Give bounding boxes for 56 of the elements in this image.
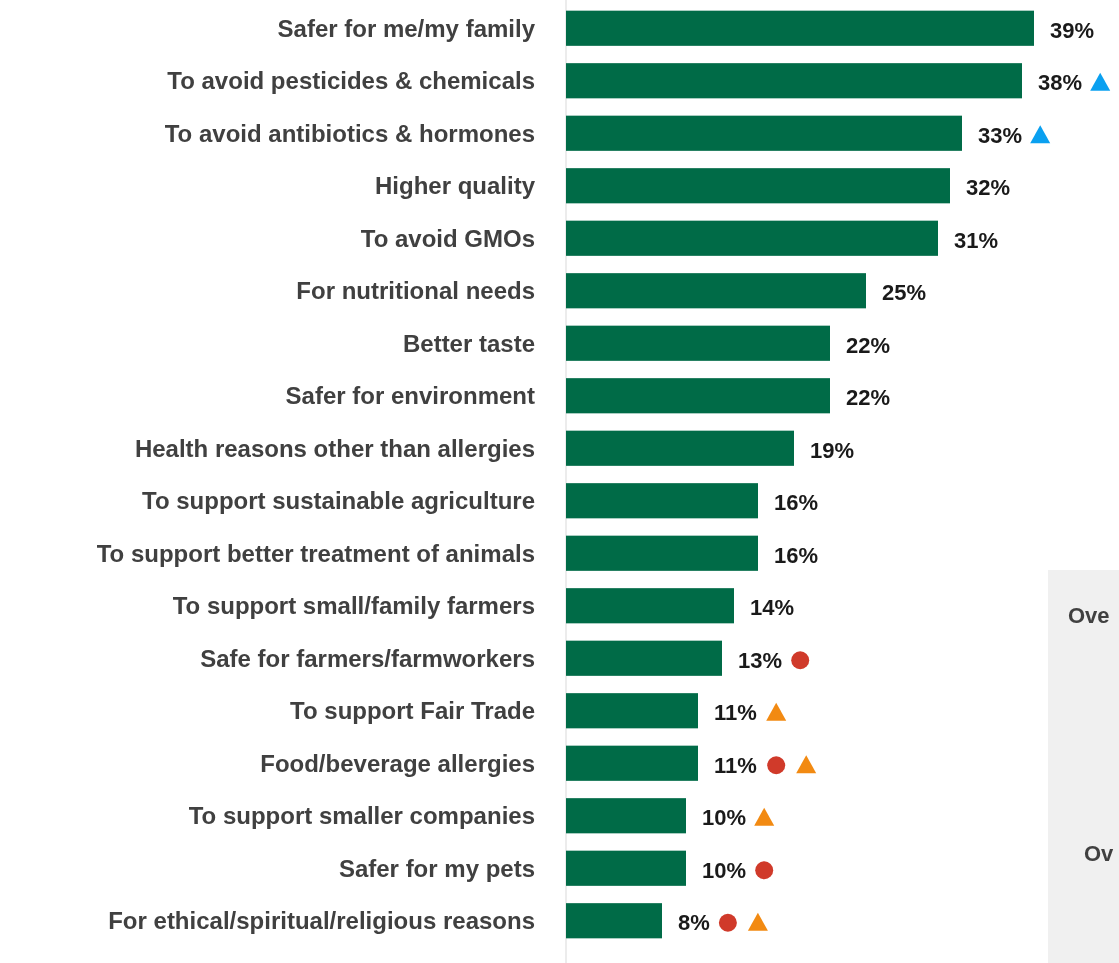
bar [566,640,722,676]
y-tick-label: Safe for farmers/farmworkers [200,644,535,672]
data-label: 14% [750,595,795,621]
data-label: 38% [1038,70,1083,96]
bar [566,798,686,834]
bar [566,325,830,361]
y-tick-label: Health reasons other than allergies [134,434,535,462]
bar [566,483,758,519]
data-label: 19% [810,437,855,463]
bar [566,535,758,571]
y-tick-label: For ethical/spiritual/religious reasons [108,907,535,935]
y-tick-label: Safer for me/my family [277,14,536,42]
data-label: 11% [714,700,757,726]
y-tick-label: To support smaller companies [188,802,535,830]
bar [566,115,962,151]
bar [566,168,950,204]
y-tick-label: To support Fair Trade [290,697,535,725]
y-tick-label: Higher quality [374,172,536,200]
data-label: 8% [678,910,710,936]
bar [566,430,794,466]
y-tick-label: To support small/family farmers [172,592,535,620]
y-tick-label: For nutritional needs [296,277,535,305]
bar [566,903,662,939]
bar [566,220,938,256]
y-tick-label: Better taste [402,329,535,357]
y-tick-label: To support better treatment of animals [96,539,535,567]
y-tick-label: To avoid antibiotics & hormones [164,119,535,147]
data-label: 31% [954,227,999,253]
data-label: 39% [1050,17,1095,43]
bar [566,378,830,414]
data-label: 10% [702,857,747,883]
data-label: 22% [846,332,891,358]
text: Ove [1068,602,1110,628]
data-label: 11% [714,752,757,778]
bar [566,63,1022,99]
y-tick-label: Safer for my pets [338,854,535,882]
bar [566,745,698,781]
data-label: 10% [702,805,747,831]
data-label: 32% [966,175,1011,201]
text: Ov [1084,840,1115,866]
bar [566,273,866,309]
y-tick-label: Safer for environment [285,382,535,410]
y-tick-label: To avoid GMOs [360,224,535,252]
bar [566,10,1034,46]
bar [566,588,734,624]
data-label: 33% [978,122,1023,148]
y-tick-label: To avoid pesticides & chemicals [167,67,535,95]
bar [566,850,686,886]
y-tick-label: Food/beverage allergies [260,749,535,777]
data-label: 16% [774,542,819,568]
data-label: 22% [846,385,891,411]
data-label: 13% [738,647,783,673]
data-label: 16% [774,490,819,516]
bar [566,693,698,729]
y-tick-label: To support sustainable agriculture [142,487,535,515]
data-label: 25% [882,280,927,306]
